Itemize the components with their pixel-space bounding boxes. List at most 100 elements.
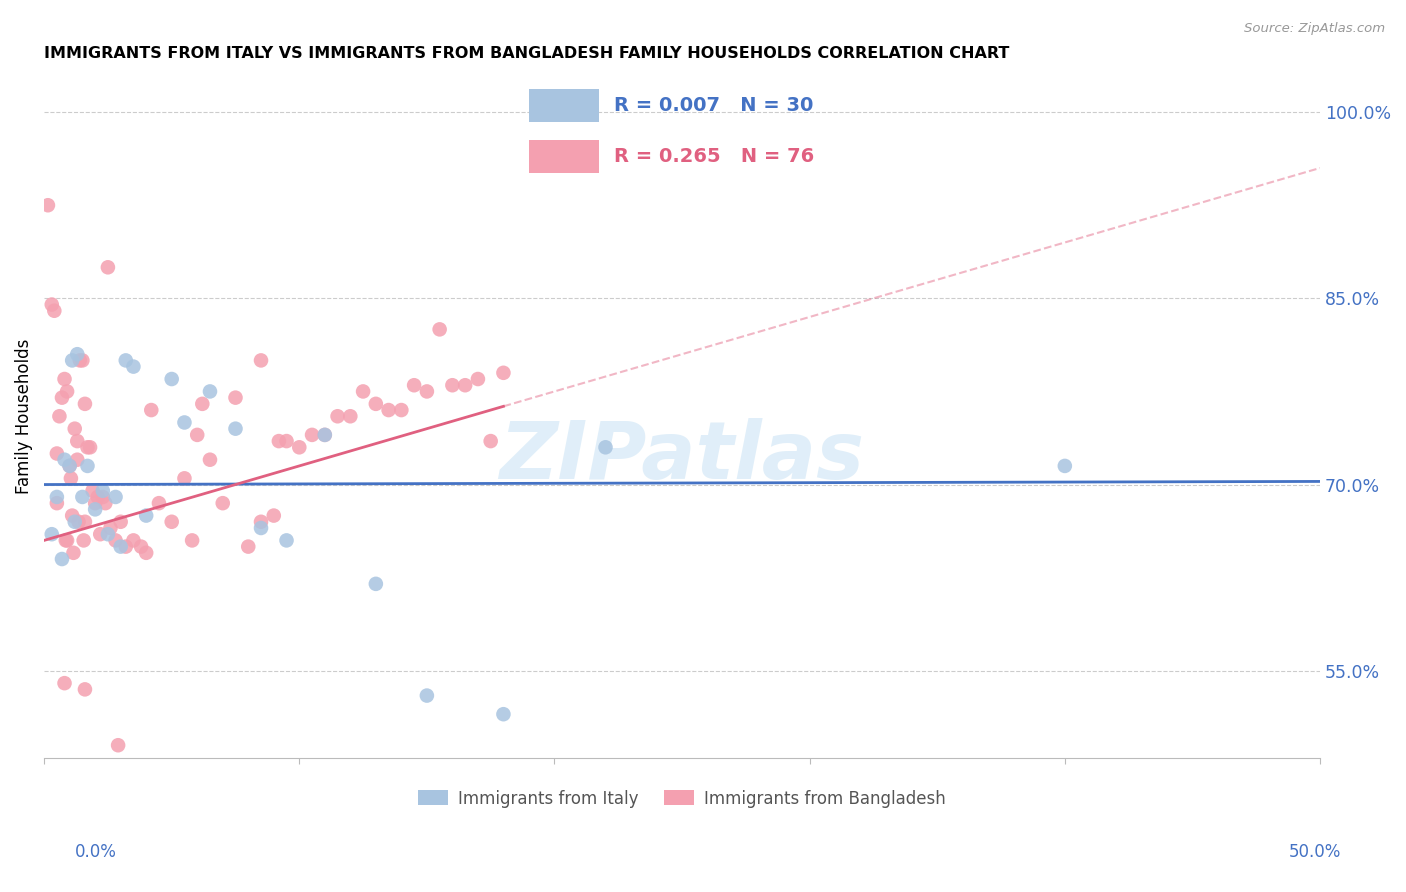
Point — [45, 496, 67, 510]
Point — [48, 409, 70, 424]
Point — [79, 440, 101, 454]
Point — [364, 397, 387, 411]
Point — [479, 434, 502, 448]
Point — [191, 397, 214, 411]
Point — [59, 458, 82, 473]
Point — [467, 372, 489, 386]
Text: ZIPatlas: ZIPatlas — [499, 418, 865, 496]
Point — [160, 515, 183, 529]
Point — [53, 676, 76, 690]
Text: R = 0.007   N = 30: R = 0.007 N = 30 — [614, 96, 814, 115]
FancyBboxPatch shape — [529, 140, 599, 173]
FancyBboxPatch shape — [529, 89, 599, 122]
Point — [148, 496, 170, 510]
Point — [416, 689, 439, 703]
Point — [454, 378, 477, 392]
Point — [59, 458, 82, 473]
Point — [441, 378, 464, 392]
Point — [114, 540, 136, 554]
Point — [51, 552, 73, 566]
Point — [67, 515, 90, 529]
Point — [238, 540, 260, 554]
Point — [84, 496, 107, 510]
Point — [73, 533, 96, 548]
Text: Source: ZipAtlas.com: Source: ZipAtlas.com — [1244, 22, 1385, 36]
Point — [224, 422, 246, 436]
Point — [63, 422, 86, 436]
Point — [135, 546, 157, 560]
Point — [186, 428, 208, 442]
Point — [63, 515, 86, 529]
Point — [416, 384, 439, 399]
Point — [66, 452, 89, 467]
Point — [595, 440, 617, 454]
Point — [66, 434, 89, 448]
Point — [250, 521, 273, 535]
Point — [104, 533, 127, 548]
Point — [429, 322, 451, 336]
Point — [91, 483, 114, 498]
Point — [94, 496, 117, 510]
Point — [314, 428, 336, 442]
Point — [141, 403, 163, 417]
Point — [160, 372, 183, 386]
Point — [62, 546, 84, 560]
Point — [60, 508, 83, 523]
Point — [59, 471, 82, 485]
Point — [492, 366, 515, 380]
Point — [45, 490, 67, 504]
Point — [97, 260, 120, 275]
Point — [492, 707, 515, 722]
Point — [263, 508, 285, 523]
Point — [250, 515, 273, 529]
Point — [76, 440, 98, 454]
Point — [51, 391, 73, 405]
Point — [56, 533, 79, 548]
Point — [76, 458, 98, 473]
Legend: Immigrants from Italy, Immigrants from Bangladesh: Immigrants from Italy, Immigrants from B… — [412, 783, 952, 814]
Point — [224, 391, 246, 405]
Point — [107, 738, 129, 752]
Point — [122, 533, 145, 548]
Point — [352, 384, 374, 399]
Text: IMMIGRANTS FROM ITALY VS IMMIGRANTS FROM BANGLADESH FAMILY HOUSEHOLDS CORRELATIO: IMMIGRANTS FROM ITALY VS IMMIGRANTS FROM… — [44, 46, 1010, 62]
Point — [72, 353, 94, 368]
Point — [250, 353, 273, 368]
Text: 50.0%: 50.0% — [1288, 843, 1341, 861]
Point — [56, 384, 79, 399]
Point — [55, 533, 77, 548]
Point — [114, 353, 136, 368]
Y-axis label: Family Households: Family Households — [15, 339, 32, 494]
Point — [110, 515, 132, 529]
Point — [41, 527, 63, 541]
Point — [110, 540, 132, 554]
Point — [86, 490, 108, 504]
Point — [377, 403, 399, 417]
Point — [276, 533, 298, 548]
Point — [389, 403, 412, 417]
Point — [364, 577, 387, 591]
Point — [181, 533, 204, 548]
Point — [44, 303, 66, 318]
Point — [339, 409, 361, 424]
Point — [97, 527, 120, 541]
Point — [100, 521, 122, 535]
Point — [267, 434, 290, 448]
Point — [41, 297, 63, 311]
Text: 0.0%: 0.0% — [75, 843, 117, 861]
Point — [135, 508, 157, 523]
Point — [104, 490, 127, 504]
Point — [91, 490, 114, 504]
Point — [301, 428, 323, 442]
Point — [198, 452, 221, 467]
Point — [129, 540, 152, 554]
Point — [73, 397, 96, 411]
Point — [60, 353, 83, 368]
Point — [53, 372, 76, 386]
Point — [1053, 458, 1076, 473]
Point — [66, 347, 89, 361]
Point — [173, 416, 195, 430]
Point — [72, 490, 94, 504]
Point — [45, 446, 67, 460]
Point — [211, 496, 233, 510]
